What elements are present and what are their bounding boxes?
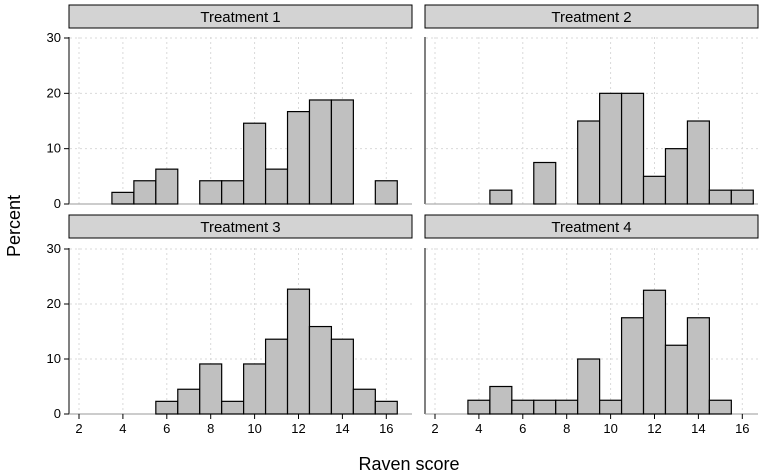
histogram-bar [489, 385, 513, 415]
x-tick-label: 4 [119, 421, 126, 436]
x-tick-label: 10 [247, 421, 261, 436]
panel-strip [424, 4, 759, 29]
histogram-bar [264, 338, 289, 415]
histogram-bar [199, 363, 223, 415]
histogram-bar [352, 388, 376, 415]
panel-title: Treatment 1 [200, 9, 280, 26]
histogram-bar [177, 388, 201, 415]
x-tick-label: 14 [691, 421, 705, 436]
y-axis-label: Percent [4, 195, 24, 257]
histogram-bar [642, 289, 667, 415]
histogram-bar [155, 400, 179, 415]
x-tick-label: 8 [207, 421, 214, 436]
histogram-bar [730, 189, 754, 205]
x-axis-label: Raven score [358, 454, 459, 471]
y-tick-label: 10 [47, 141, 61, 156]
histogram-bar [308, 325, 333, 415]
x-tick-label: 6 [519, 421, 526, 436]
histogram-bar [243, 363, 267, 415]
y-tick-label: 30 [47, 30, 61, 45]
panel-title: Treatment 4 [551, 219, 631, 236]
x-tick-label: 2 [75, 421, 82, 436]
histogram-bar [308, 99, 333, 205]
histogram-bar [599, 399, 623, 415]
x-tick-label: 16 [379, 421, 393, 436]
y-tick-label: 0 [54, 406, 61, 421]
x-tick-label: 10 [603, 421, 617, 436]
histogram-bar [620, 317, 645, 415]
histogram-bar [221, 400, 245, 415]
y-tick-label: 20 [47, 85, 61, 100]
panel-3: Treatment 3 0 10 20 30 2 4 6 8 10 12 14 16 [47, 214, 413, 436]
histogram-bar [708, 399, 732, 415]
y-tick-label: 30 [47, 241, 61, 256]
histogram-bar [199, 180, 223, 205]
panel-title: Treatment 2 [551, 9, 631, 26]
histogram-bar [467, 399, 491, 415]
histogram-bar [555, 399, 579, 415]
histogram-bar [374, 180, 398, 205]
histogram-bar [599, 92, 623, 205]
histogram-bar [577, 120, 601, 205]
y-tick-label: 20 [47, 296, 61, 311]
histogram-bar [664, 344, 689, 415]
histogram-bar [243, 122, 267, 205]
histogram-bar [686, 317, 710, 415]
histogram-bar [511, 399, 535, 415]
histogram-bar [155, 168, 179, 205]
panel-2: Treatment 2 [424, 4, 759, 205]
histogram-bar [330, 338, 354, 415]
x-tick-label: 12 [647, 421, 661, 436]
x-tick-label: 14 [335, 421, 349, 436]
histogram-bar [221, 180, 245, 205]
histogram-bar [577, 358, 601, 415]
histogram-bar [642, 175, 667, 205]
x-tick-label: 4 [475, 421, 482, 436]
panel-strip [424, 214, 759, 239]
x-tick-label: 16 [735, 421, 749, 436]
x-tick-label: 12 [291, 421, 305, 436]
histogram-bar [620, 92, 645, 205]
panel-strip [68, 214, 413, 239]
histogram-bar [286, 110, 311, 205]
histogram-bar [374, 400, 398, 415]
x-tick-label: 6 [163, 421, 170, 436]
panel-1: Treatment 1 0 10 20 30 [47, 4, 413, 211]
histogram-bar [664, 148, 689, 205]
histogram-bar [708, 189, 732, 205]
panel-4: Treatment 4 2 4 6 8 10 12 14 16 [424, 214, 759, 436]
y-tick-label: 0 [54, 196, 61, 211]
histogram-bar [533, 399, 557, 415]
histogram-bar [489, 189, 513, 205]
x-tick-label: 2 [431, 421, 438, 436]
panel-title: Treatment 3 [200, 219, 280, 236]
histogram-bar [533, 161, 557, 205]
panel-strip [68, 4, 413, 29]
histogram-bar [686, 120, 710, 205]
y-tick-label: 10 [47, 351, 61, 366]
histogram-bar [111, 191, 135, 205]
histogram-bar [330, 99, 354, 205]
histogram-bar [286, 288, 311, 415]
histogram-bar [264, 168, 289, 205]
x-tick-label: 8 [563, 421, 570, 436]
histogram-bar [133, 180, 157, 205]
